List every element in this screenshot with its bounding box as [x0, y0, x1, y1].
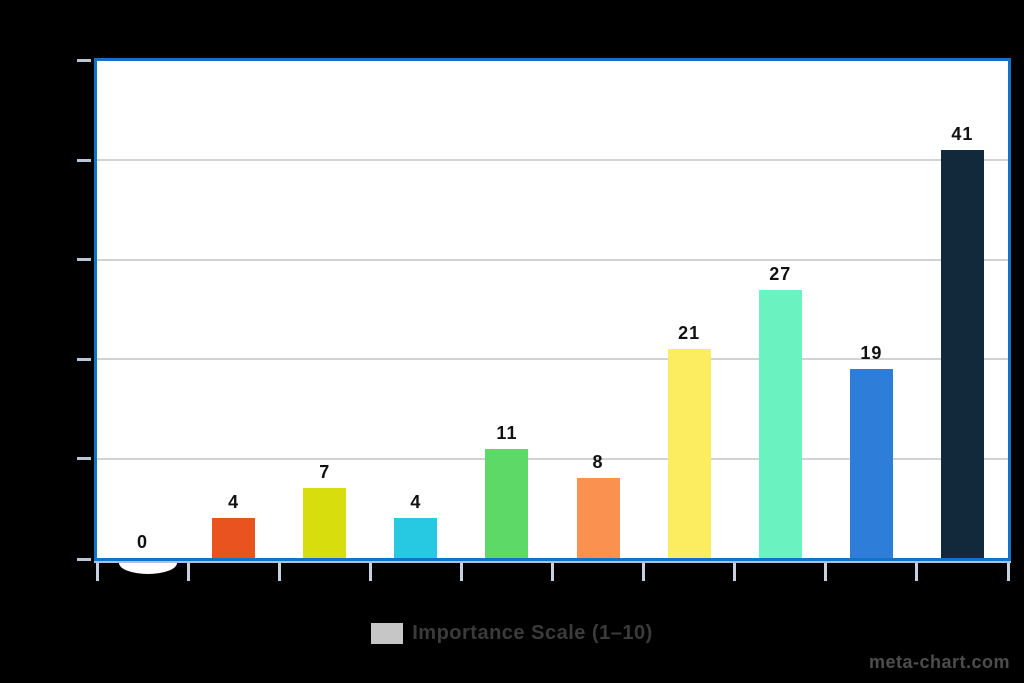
zero-bar-artifact [118, 563, 177, 574]
legend-swatch [371, 623, 404, 644]
gridline [97, 159, 1008, 162]
gridline [97, 258, 1008, 261]
bar-value-label: 21 [678, 323, 701, 344]
bar [303, 488, 347, 558]
watermark: meta-chart.com [868, 652, 1010, 672]
bar-value-label: 7 [319, 462, 331, 483]
bar-value-label: 4 [410, 492, 422, 513]
bar-value-label: 4 [228, 492, 240, 513]
bar-value-label: 41 [951, 124, 974, 145]
x-axis-tick [186, 563, 190, 581]
x-axis-tick [1006, 563, 1010, 581]
x-axis-line [94, 561, 1011, 563]
y-axis-tick [77, 158, 91, 162]
bar-value-label: 27 [769, 263, 792, 284]
x-axis-tick [733, 563, 737, 581]
bar-value-label: 0 [137, 532, 149, 552]
x-axis-tick [642, 563, 646, 581]
legend-label: Importance Scale (1–10) [412, 622, 653, 644]
x-axis-tick [824, 563, 828, 581]
gridline [97, 358, 1008, 361]
y-axis-tick [77, 258, 91, 262]
plot-area: 0 4 7 4 11 8 21 27 19 41 [77, 58, 1011, 581]
legend: Importance Scale (1–10) [0, 622, 1024, 645]
bar-value-label: 11 [496, 422, 518, 443]
x-axis-tick [368, 563, 372, 581]
plot-inner: 0 4 7 4 11 8 21 27 19 41 [77, 58, 1010, 581]
x-axis-tick [277, 563, 281, 581]
bar [849, 369, 893, 558]
bar [212, 518, 256, 558]
x-axis-tick [915, 563, 919, 581]
y-axis-tick [77, 557, 91, 561]
bar-value-label: 8 [592, 452, 604, 473]
y-axis-tick [77, 357, 91, 361]
bar [667, 349, 711, 558]
bar [940, 150, 984, 558]
y-axis-tick [77, 457, 91, 461]
y-axis-tick [77, 58, 91, 62]
x-axis-tick [459, 563, 463, 581]
bar [394, 518, 438, 558]
x-axis-tick [551, 563, 554, 581]
gridline [97, 457, 1008, 460]
x-axis-tick [95, 563, 99, 581]
bar-value-label: 19 [860, 343, 883, 364]
bar [485, 448, 529, 558]
bar [758, 289, 802, 558]
bar [576, 478, 620, 558]
